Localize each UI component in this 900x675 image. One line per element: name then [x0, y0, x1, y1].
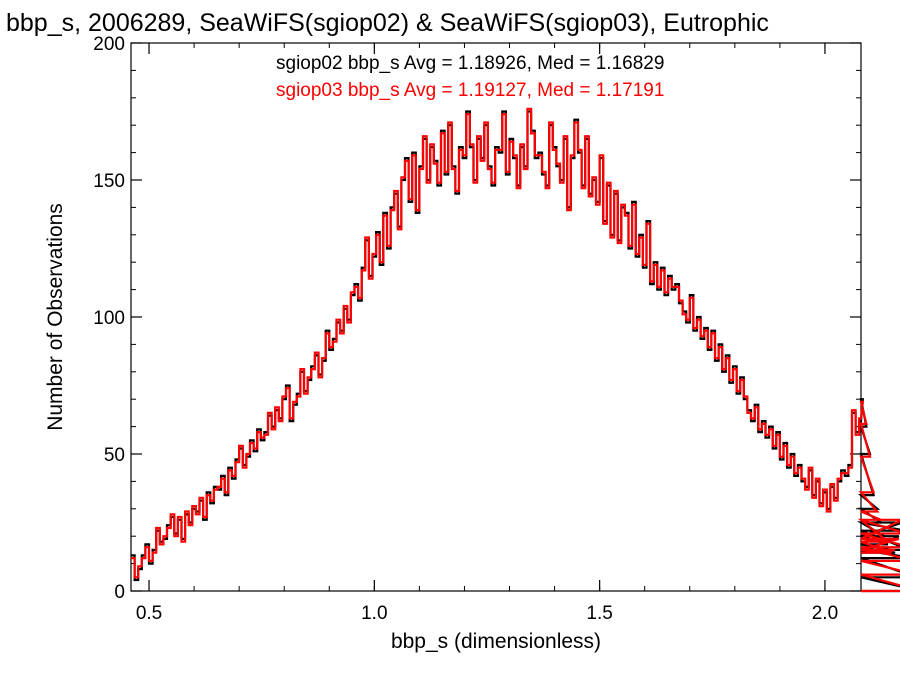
x-tick-label: 2.0: [812, 603, 838, 624]
x-axis: 0.5 1.0 1.5 2.0: [136, 43, 838, 624]
plot-area: [130, 42, 862, 592]
chart-title: bbp_s, 2006289, SeaWiFS(sgiop02) & SeaWi…: [6, 9, 769, 37]
y-axis: 0 50 100 150 200: [93, 34, 861, 603]
y-tick-label: 0: [114, 582, 125, 603]
series-sgiop03-line: [131, 107, 900, 593]
series-layer: [131, 107, 900, 593]
y-axis-label: Number of Observations: [44, 203, 67, 431]
x-tick-label: 0.5: [136, 603, 162, 624]
series-sgiop02-line: [131, 110, 900, 593]
x-tick-label: 1.0: [361, 603, 387, 624]
y-tick-label: 100: [93, 308, 125, 329]
y-tick-label: 200: [93, 34, 125, 55]
x-axis-label: bbp_s (dimensionless): [391, 630, 601, 653]
y-tick-label: 150: [93, 171, 125, 192]
sgiop03-stats-annotation: sgiop03 bbp_s Avg = 1.19127, Med = 1.171…: [276, 80, 664, 101]
x-tick-label: 1.5: [586, 603, 612, 624]
y-tick-label: 50: [104, 445, 125, 466]
sgiop02-stats-annotation: sgiop02 bbp_s Avg = 1.18926, Med = 1.168…: [276, 53, 664, 74]
